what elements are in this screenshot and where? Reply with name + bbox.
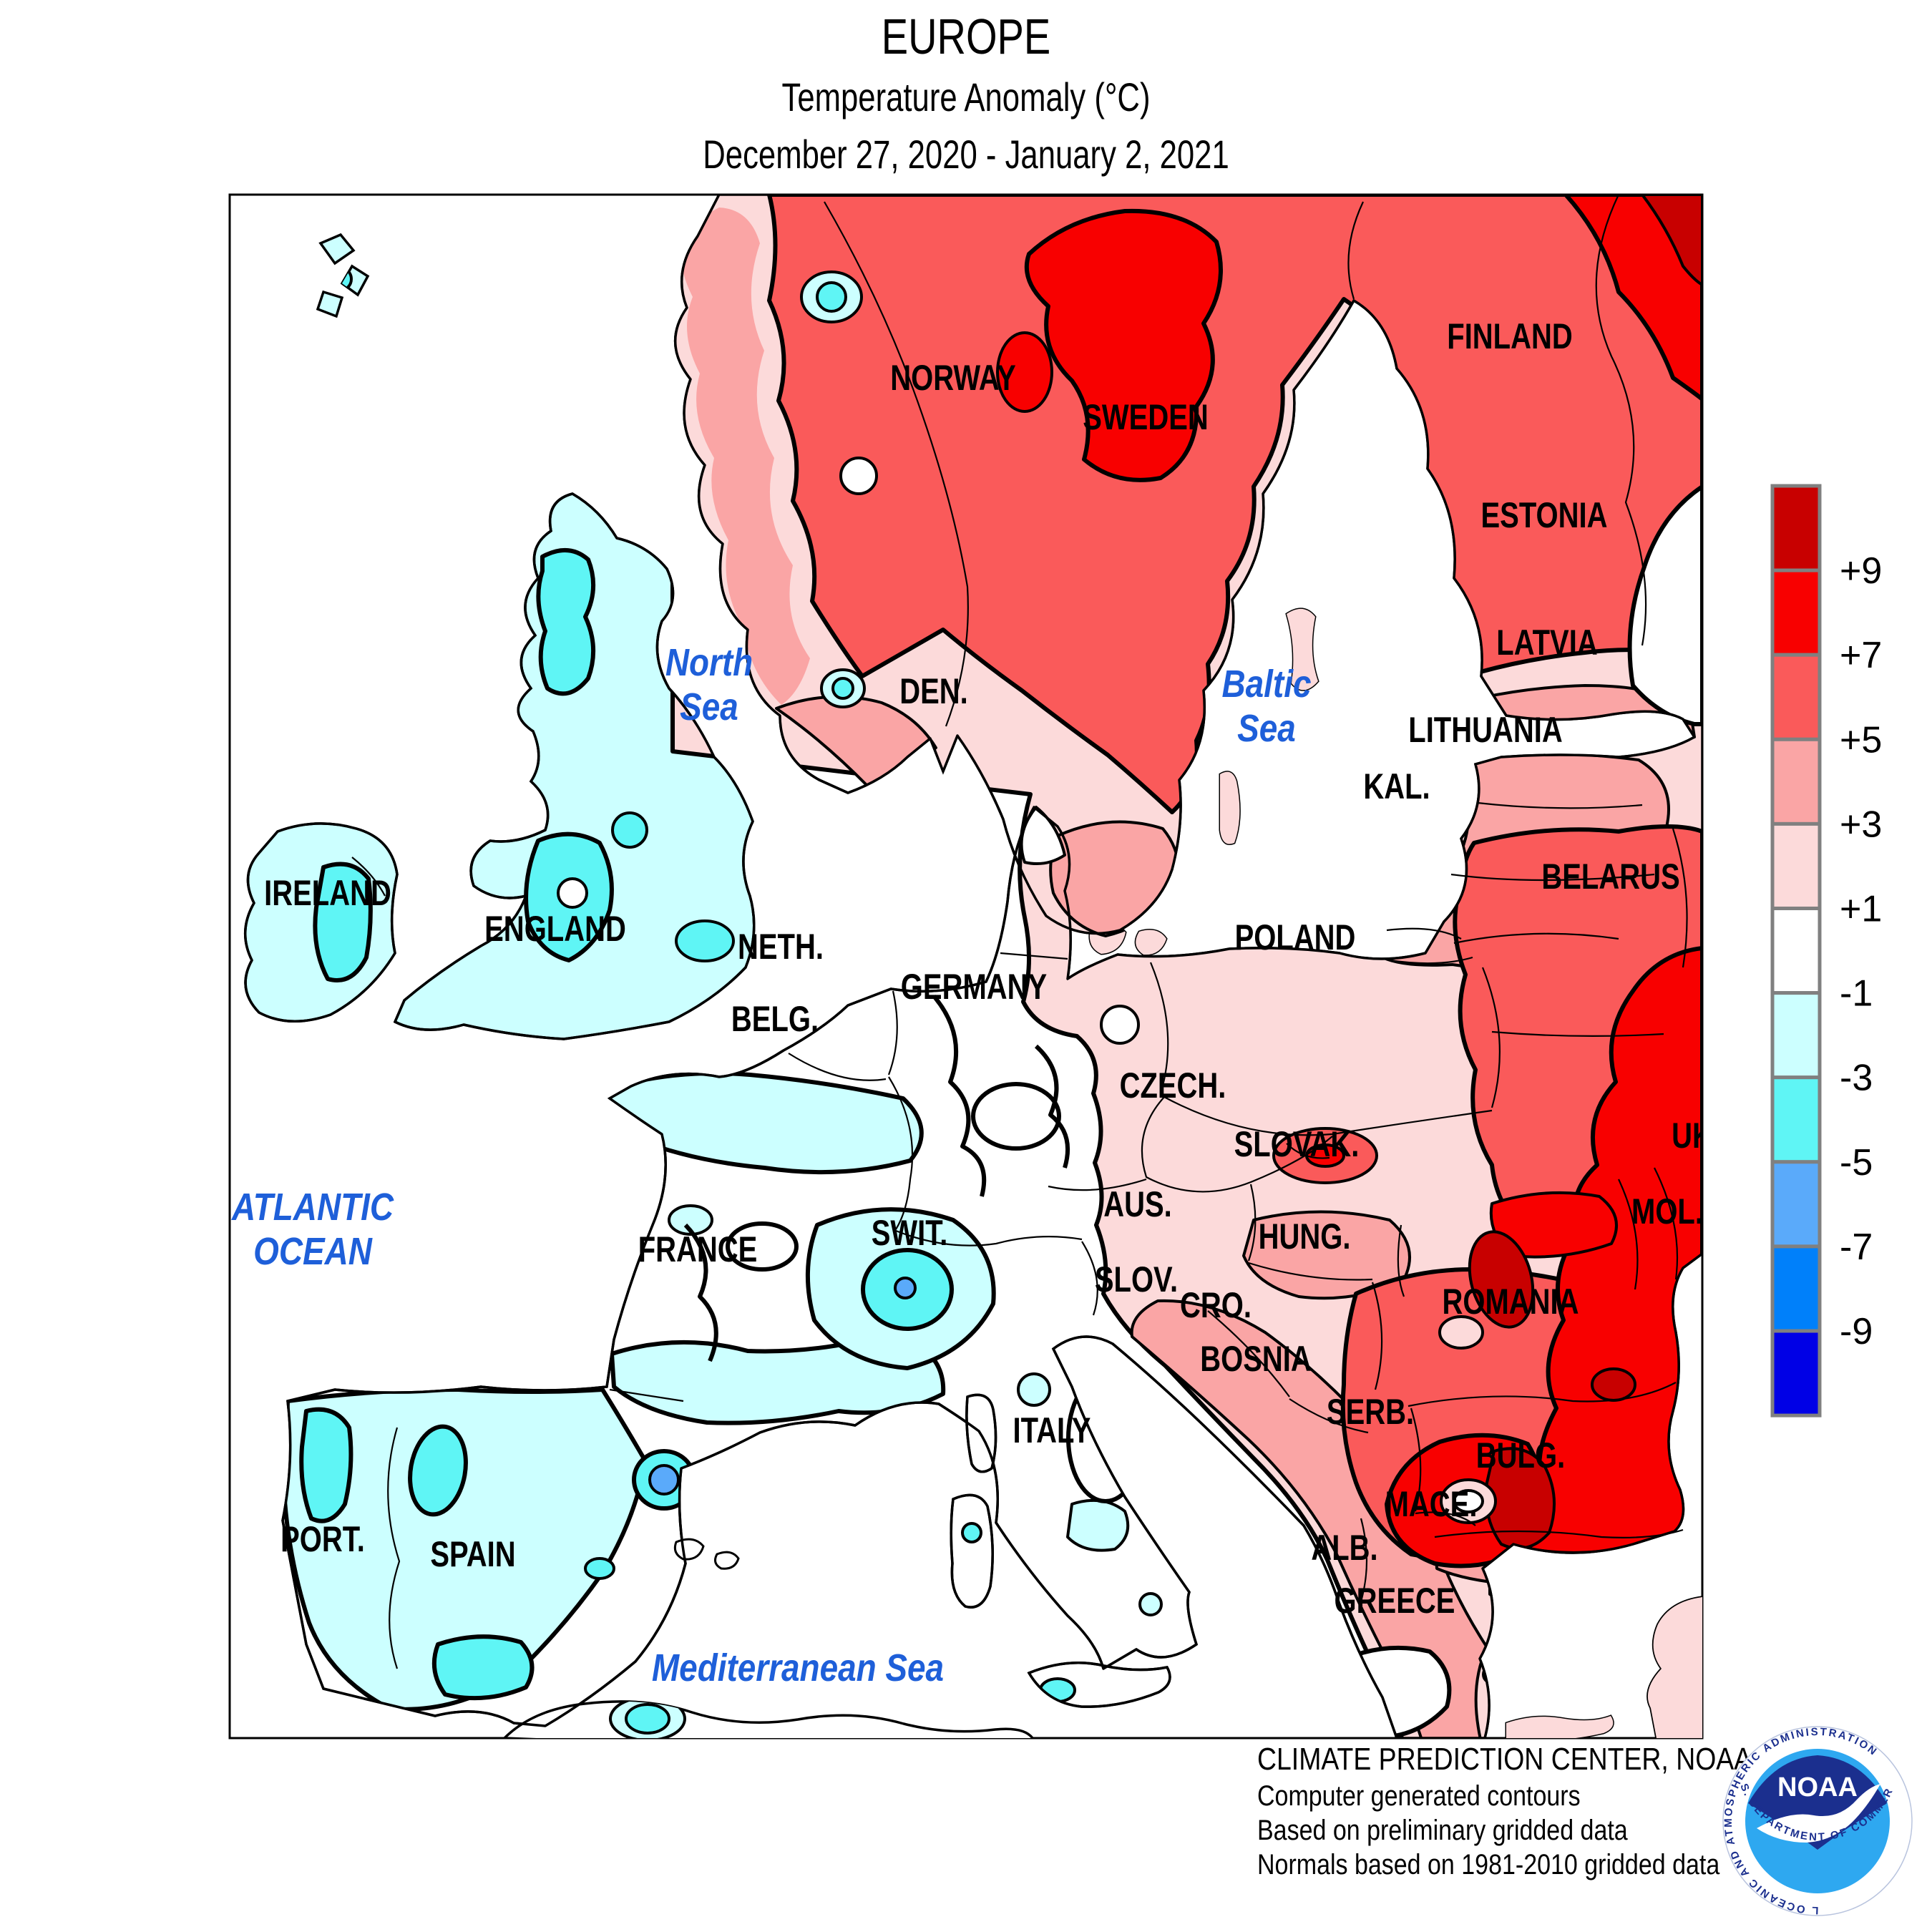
legend-box-6 [1770, 991, 1822, 1080]
page-title: EUROPE [882, 9, 1050, 64]
country-label-spain: SPAIN [430, 1534, 515, 1574]
legend-tick--5: -5 [1840, 1142, 1873, 1184]
country-label-sweden: SWEDEN [1083, 397, 1209, 437]
noaa-logo-dark-field [1748, 1755, 1887, 1850]
country-label-alb: ALB. [1311, 1528, 1377, 1568]
legend-box-5 [1770, 907, 1822, 995]
legend-box-10 [1770, 1329, 1822, 1418]
country-label-bulg: BULG. [1476, 1435, 1565, 1475]
subtitle: Temperature Anomaly (°C) [782, 75, 1151, 119]
country-label-latvia: LATVIA [1496, 623, 1597, 663]
title-block: EUROPE Temperature Anomaly (°C) December… [703, 9, 1229, 177]
sea-label-north-sea: North Sea [665, 641, 753, 728]
country-label-cro: CRO. [1180, 1285, 1252, 1325]
country-label-romania: ROMANIA [1442, 1282, 1579, 1322]
country-label-serb: SERB. [1327, 1392, 1414, 1432]
legend-box-3 [1770, 737, 1822, 826]
country-label-den: DEN. [899, 671, 968, 711]
country-label-finland: FINLAND [1447, 316, 1572, 356]
legend-tick-+3: +3 [1840, 804, 1882, 845]
legend-tick-+9: +9 [1840, 550, 1882, 592]
legend-colorbar: +9 +7 +5 +3 +1 -1 -3 -5 -7 -9 [1770, 484, 1882, 1418]
country-label-belg: BELG. [731, 999, 819, 1039]
sea-label-mediterranean-sea: Mediterranean Sea [652, 1646, 944, 1689]
noaa-logo-bird-icon [1757, 1784, 1880, 1843]
country-label-lithuania: LITHUANIA [1408, 710, 1562, 750]
country-label-belarus: BELARUS [1541, 857, 1679, 897]
legend-box-1 [1770, 568, 1822, 657]
credit-line-2: Computer generated contours [1257, 1779, 1581, 1811]
credit-line-3: Based on preliminary gridded data [1257, 1813, 1628, 1845]
legend-box-0 [1770, 484, 1822, 572]
credits: CLIMATE PREDICTION CENTER, NOAA Computer… [1257, 1741, 1752, 1880]
country-label-slovak: SLOVAK. [1234, 1124, 1360, 1164]
country-label-czech: CZECH. [1120, 1065, 1226, 1106]
sea-label-baltic-sea: Baltic Sea [1222, 663, 1312, 750]
country-label-italy: ITALY [1013, 1410, 1091, 1450]
legend-box-2 [1770, 653, 1822, 741]
legend-tick--1: -1 [1840, 973, 1873, 1015]
legend-tick--7: -7 [1840, 1226, 1873, 1268]
country-label-hung: HUNG. [1259, 1216, 1351, 1257]
country-label-estonia: ESTONIA [1480, 495, 1607, 535]
country-label-uk: UK [1672, 1116, 1713, 1156]
country-label-bosnia: BOSNIA [1200, 1339, 1312, 1379]
legend-tick--3: -3 [1840, 1058, 1873, 1099]
country-borders [351, 195, 1688, 1669]
country-label-england: ENGLAND [484, 909, 626, 949]
country-label-norway: NORWAY [890, 358, 1016, 398]
legend-box-8 [1770, 1160, 1822, 1249]
country-label-port: PORT. [280, 1519, 365, 1559]
country-label-aus: AUS. [1103, 1184, 1172, 1224]
noaa-logo-acronym: NOAA [1777, 1772, 1858, 1802]
country-label-france: FRANCE [638, 1229, 758, 1269]
country-label-mace: MACE. [1385, 1484, 1478, 1524]
country-label-kal: KAL. [1363, 766, 1430, 806]
legend-tick-+7: +7 [1840, 635, 1882, 676]
country-label-ireland: IRELAND [264, 873, 391, 913]
country-label-mol: MOL. [1631, 1191, 1703, 1231]
country-label-neth: NETH. [738, 927, 824, 967]
credit-line-4: Normals based on 1981-2010 gridded data [1257, 1848, 1720, 1880]
country-label-greece: GREECE [1335, 1581, 1455, 1621]
country-label-germany: GERMANY [901, 967, 1047, 1007]
credit-line-1: CLIMATE PREDICTION CENTER, NOAA [1257, 1741, 1752, 1777]
legend-box-7 [1770, 1075, 1822, 1164]
legend-box-9 [1770, 1244, 1822, 1333]
country-label-poland: POLAND [1235, 917, 1356, 957]
legend-tick-+5: +5 [1840, 719, 1882, 761]
legend-tick--9: -9 [1840, 1311, 1873, 1352]
country-label-slov: SLOV. [1095, 1259, 1178, 1299]
sea-label-atlantic-ocean: ATLANTIC OCEAN [230, 1186, 394, 1273]
date-range: December 27, 2020 - January 2, 2021 [703, 132, 1229, 177]
legend-box-4 [1770, 821, 1822, 911]
legend-tick-+1: +1 [1840, 889, 1882, 930]
country-label-swit: SWIT. [872, 1213, 948, 1253]
